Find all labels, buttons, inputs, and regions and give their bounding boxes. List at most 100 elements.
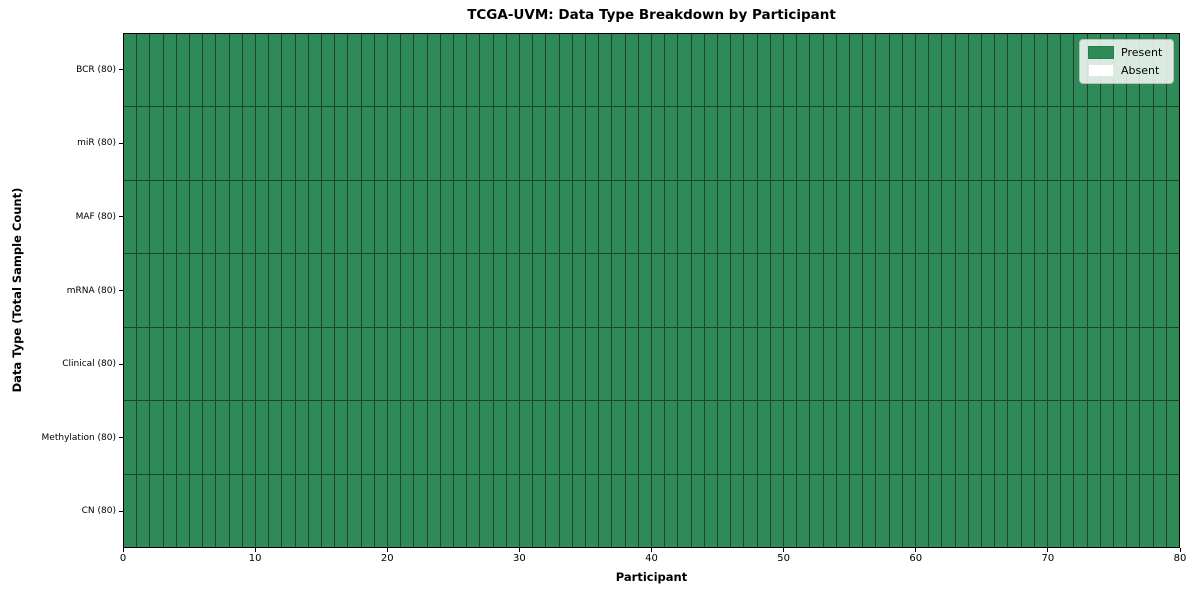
heatmap-cell (876, 107, 889, 180)
heatmap-cell (348, 180, 361, 254)
heatmap-cell (242, 474, 255, 547)
heatmap-cell (282, 401, 295, 474)
heatmap-cell (467, 180, 480, 254)
heatmap-cell (599, 34, 612, 107)
heatmap-cell (467, 401, 480, 474)
heatmap-cell (414, 180, 427, 254)
heatmap-cell (519, 180, 533, 254)
heatmap-cell (876, 401, 889, 474)
heatmap-cell (387, 107, 401, 180)
heatmap-cell (704, 34, 717, 107)
heatmap-cell (176, 327, 189, 401)
heatmap-cell (1074, 327, 1087, 401)
heatmap-cell (665, 34, 678, 107)
heatmap-cell (1061, 327, 1074, 401)
heatmap-cell (546, 401, 559, 474)
heatmap-cell (612, 34, 625, 107)
heatmap-cell (770, 401, 783, 474)
heatmap-cell (189, 327, 203, 401)
heatmap-cell (744, 254, 757, 327)
heatmap-cell (863, 107, 876, 180)
heatmap-cell (559, 401, 572, 474)
heatmap-cell (189, 401, 203, 474)
heatmap-cell (229, 254, 242, 327)
heatmap-cell (981, 327, 995, 401)
heatmap-cell (744, 474, 757, 547)
heatmap-cell (770, 474, 783, 547)
heatmap-cell (849, 327, 863, 401)
heatmap-cell (295, 254, 308, 327)
heatmap-cell (203, 327, 216, 401)
heatmap-cell (968, 180, 981, 254)
heatmap-cell (282, 180, 295, 254)
heatmap-cell (783, 401, 797, 474)
heatmap-cell (889, 474, 902, 547)
x-tick-label: 30 (513, 553, 526, 564)
heatmap-cell (440, 327, 453, 401)
heatmap-cell (915, 180, 929, 254)
heatmap-cell (797, 34, 810, 107)
heatmap-cell (453, 474, 467, 547)
heatmap-cell (942, 107, 955, 180)
heatmap-cell (955, 254, 968, 327)
heatmap-cell (414, 401, 427, 474)
heatmap-cell (981, 401, 995, 474)
heatmap-cell (572, 401, 585, 474)
heatmap-cell (585, 474, 599, 547)
heatmap-cell (242, 34, 255, 107)
heatmap-cell (1047, 180, 1061, 254)
heatmap-cell (1153, 327, 1166, 401)
heatmap-cell (638, 34, 651, 107)
heatmap-cell (1153, 180, 1166, 254)
heatmap-cell (255, 401, 269, 474)
heatmap-cell (163, 474, 176, 547)
heatmap-cell (599, 474, 612, 547)
heatmap-cell (770, 34, 783, 107)
heatmap-cell (533, 254, 546, 327)
y-tick-mark (119, 510, 123, 512)
heatmap-cell (836, 107, 849, 180)
heatmap-cell (282, 34, 295, 107)
heatmap-cell (480, 34, 493, 107)
heatmap-cell (150, 327, 163, 401)
heatmap-cell (229, 34, 242, 107)
x-tick-mark (1047, 548, 1049, 552)
heatmap-cell (744, 327, 757, 401)
heatmap-cell (823, 254, 836, 327)
heatmap-cell (414, 254, 427, 327)
heatmap-cell (995, 401, 1008, 474)
heatmap-cell (1021, 107, 1034, 180)
heatmap-cell (968, 327, 981, 401)
heatmap-cell (295, 107, 308, 180)
heatmap-cell (1127, 180, 1140, 254)
heatmap-cell (229, 107, 242, 180)
heatmap-cell (599, 107, 612, 180)
heatmap-cell (942, 254, 955, 327)
heatmap-cell (242, 327, 255, 401)
heatmap-cell (176, 401, 189, 474)
y-axis-label: Methylation (80) (41, 432, 116, 443)
heatmap-cell (519, 254, 533, 327)
heatmap-cell (717, 474, 731, 547)
heatmap-cell (863, 474, 876, 547)
heatmap-cell (519, 474, 533, 547)
heatmap-cell (295, 401, 308, 474)
heatmap-cell (585, 180, 599, 254)
heatmap-cell (1008, 34, 1021, 107)
heatmap-cell (678, 180, 691, 254)
legend-swatch (1088, 64, 1114, 77)
heatmap-cell (1140, 107, 1153, 180)
heatmap-cell (1034, 180, 1047, 254)
heatmap-cell (995, 180, 1008, 254)
heatmap-cell (559, 107, 572, 180)
heatmap-cell (1166, 327, 1179, 401)
heatmap-cell (585, 107, 599, 180)
heatmap-cell (506, 474, 519, 547)
heatmap-cell (691, 254, 704, 327)
heatmap-cell (1113, 401, 1127, 474)
heatmap-cell (1166, 401, 1179, 474)
heatmap-cell (1061, 254, 1074, 327)
heatmap-cell (638, 107, 651, 180)
heatmap-cell (453, 254, 467, 327)
heatmap-cell (902, 107, 915, 180)
